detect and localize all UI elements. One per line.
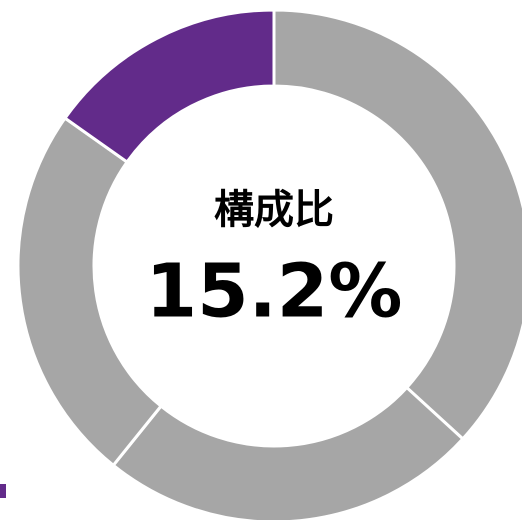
donut-segment (62, 8, 276, 165)
legend-swatch-fragment (0, 484, 6, 498)
center-value-label: 15.2% (146, 249, 403, 335)
donut-ring (16, 8, 522, 520)
donut-segment (111, 385, 465, 520)
donut-segment (16, 116, 164, 468)
donut-segment (272, 8, 522, 442)
center-title: 構成比 (214, 187, 334, 233)
